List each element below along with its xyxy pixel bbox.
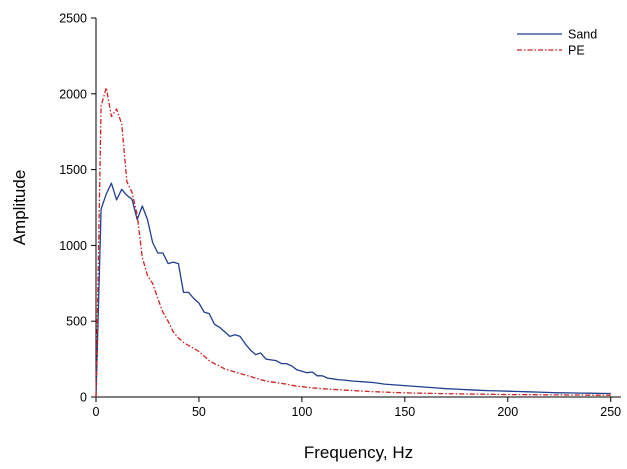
y-tick-label: 1000 bbox=[59, 239, 87, 253]
x-tick-label: 250 bbox=[600, 405, 621, 419]
y-axis-title: Amplitude bbox=[10, 170, 29, 246]
x-tick-label: 100 bbox=[291, 405, 312, 419]
x-tick-label: 0 bbox=[93, 405, 100, 419]
x-ticks: 0 50 100 150 200 250 bbox=[93, 397, 621, 419]
legend-label-sand: Sand bbox=[568, 28, 597, 42]
y-tick-label: 1500 bbox=[59, 163, 87, 177]
y-tick-label: 2500 bbox=[59, 12, 87, 26]
x-tick-label: 200 bbox=[497, 405, 518, 419]
x-axis-title: Frequency, Hz bbox=[304, 443, 413, 462]
legend: Sand PE bbox=[517, 28, 597, 58]
y-tick-label: 0 bbox=[80, 391, 87, 405]
axes bbox=[95, 18, 621, 398]
x-tick-label: 50 bbox=[192, 405, 206, 419]
x-tick-label: 150 bbox=[394, 405, 415, 419]
series-line-pe bbox=[95, 87, 611, 398]
series-group bbox=[95, 87, 611, 398]
y-tick-label: 500 bbox=[66, 315, 87, 329]
y-tick-label: 2000 bbox=[59, 87, 87, 101]
y-ticks: 0 500 1000 1500 2000 2500 bbox=[59, 12, 96, 405]
legend-label-pe: PE bbox=[568, 44, 585, 58]
series-line-sand bbox=[95, 182, 611, 398]
